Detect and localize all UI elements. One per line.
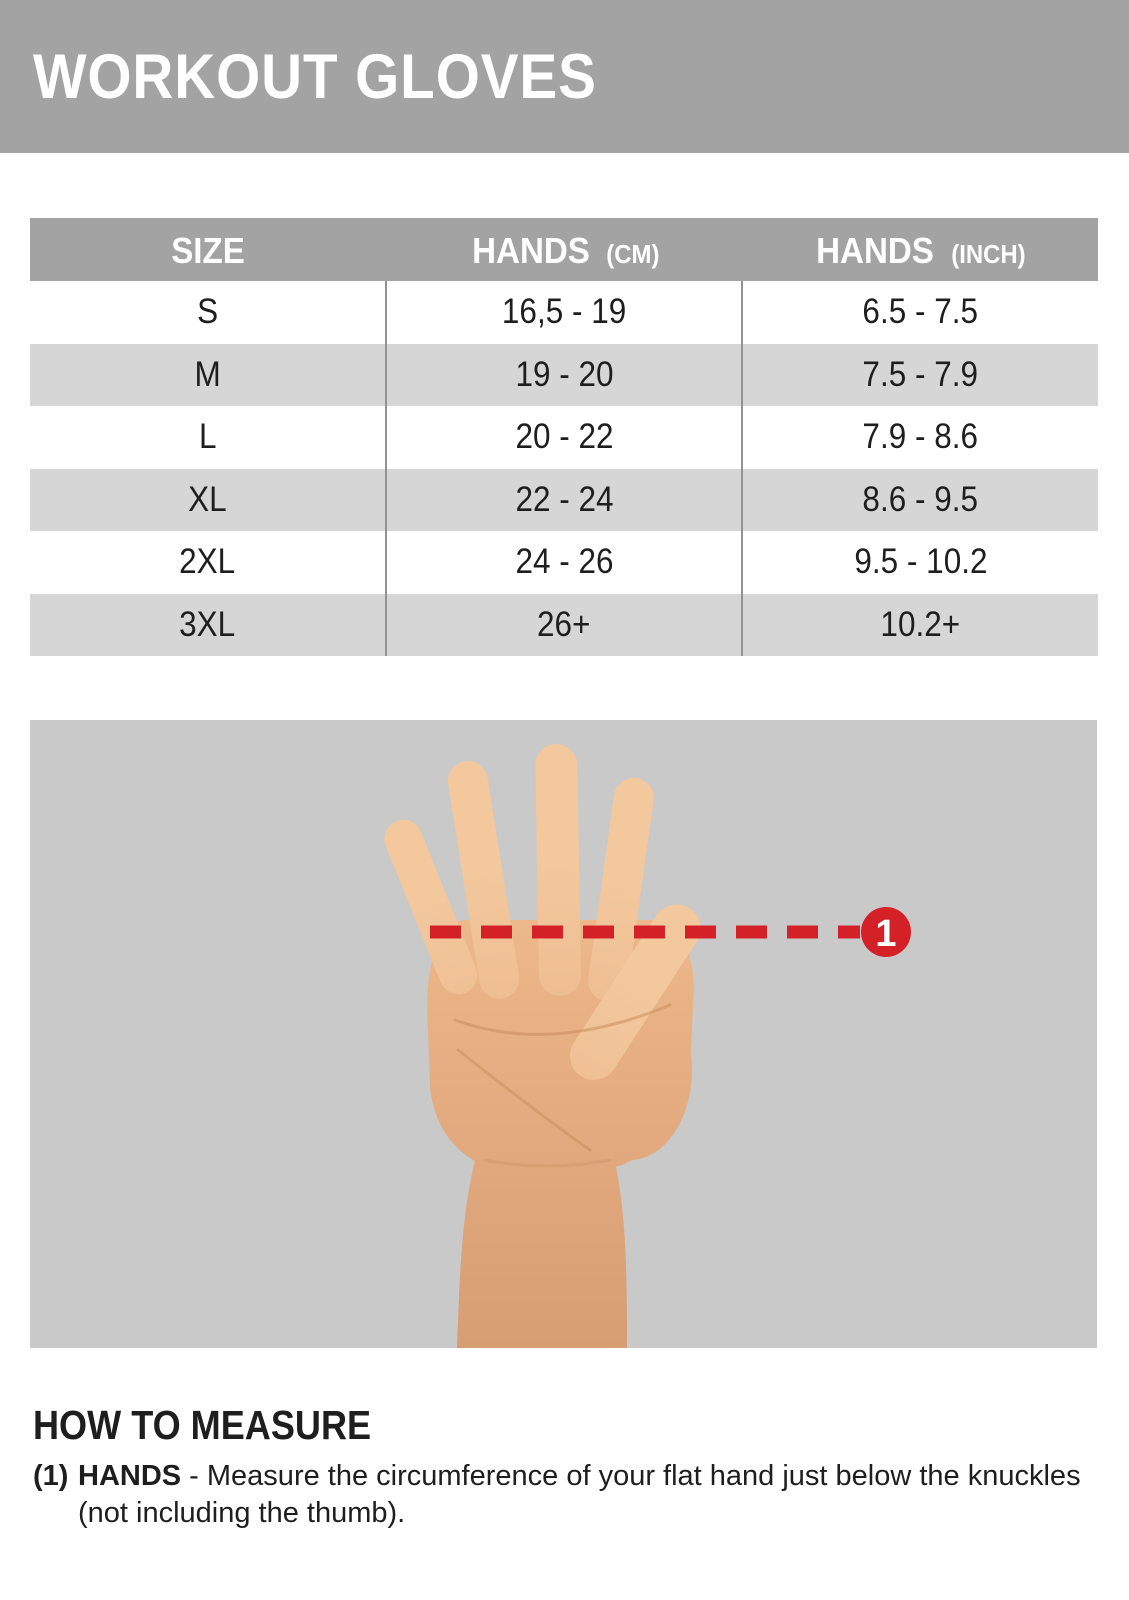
table-row: S 16,5 - 19 6.5 - 7.5 bbox=[30, 281, 1098, 344]
instruction-term: HANDS bbox=[78, 1460, 182, 1492]
cell-inch: 9.5 - 10.2 bbox=[741, 531, 1098, 594]
cell-cm: 19 - 20 bbox=[384, 343, 742, 406]
header-banner: WORKOUT GLOVES bbox=[0, 0, 1129, 153]
open-hand-shape bbox=[384, 744, 701, 1348]
cell-size: 2XL bbox=[179, 542, 236, 582]
column-header-label: SIZE bbox=[171, 230, 245, 271]
table-row: M 19 - 20 7.5 - 7.9 bbox=[30, 343, 1098, 406]
cell-size: S bbox=[196, 292, 218, 332]
column-header-hands-cm: HANDS (CM) bbox=[386, 218, 742, 281]
instruction-text: HANDS - Measure the circumference of you… bbox=[78, 1458, 1083, 1532]
cell-cm: 24 - 26 bbox=[384, 531, 742, 594]
table-header-row: SIZE HANDS (CM) HANDS (INCH) bbox=[30, 218, 1098, 281]
how-to-measure-heading: HOW TO MEASURE bbox=[33, 1402, 372, 1448]
measurement-marker-1: 1 bbox=[861, 907, 911, 957]
cell-size: 3XL bbox=[179, 604, 236, 644]
cell-inch: 7.9 - 8.6 bbox=[741, 406, 1098, 469]
cell-cm: 20 - 22 bbox=[384, 406, 742, 469]
cell-size: L bbox=[198, 417, 217, 457]
instruction-number: (1) bbox=[33, 1460, 69, 1492]
cell-inch: 8.6 - 9.5 bbox=[741, 468, 1098, 531]
instruction-description: - Measure the circumference of your flat… bbox=[78, 1460, 1081, 1530]
cell-cm: 22 - 24 bbox=[384, 468, 742, 531]
palm-crease-lines bbox=[453, 1003, 672, 1168]
cell-inch: 10.2+ bbox=[741, 593, 1098, 656]
how-to-measure-section: HOW TO MEASURE (1) HANDS - Measure the c… bbox=[33, 1402, 1088, 1532]
table-row: 2XL 24 - 26 9.5 - 10.2 bbox=[30, 531, 1098, 594]
column-header-size: SIZE bbox=[30, 218, 386, 281]
marker-circle bbox=[861, 907, 911, 957]
cell-size: XL bbox=[188, 479, 227, 519]
cell-size: M bbox=[194, 354, 221, 394]
cell-inch: 7.5 - 7.9 bbox=[741, 343, 1098, 406]
column-header-unit: (INCH) bbox=[951, 239, 1026, 269]
cell-inch: 6.5 - 7.5 bbox=[741, 281, 1098, 344]
table-body: S 16,5 - 19 6.5 - 7.5 M 19 - 20 7.5 - 7.… bbox=[30, 281, 1098, 656]
column-header-hands-inch: HANDS (INCH) bbox=[742, 218, 1098, 281]
column-header-label: HANDS bbox=[471, 230, 590, 271]
column-header-unit: (CM) bbox=[605, 239, 660, 269]
cell-cm: 16,5 - 19 bbox=[384, 281, 742, 344]
measurement-diagram: 1 bbox=[30, 720, 1097, 1348]
table-row: L 20 - 22 7.9 - 8.6 bbox=[30, 406, 1098, 469]
page-title: WORKOUT GLOVES bbox=[33, 41, 597, 112]
table-row: 3XL 26+ 10.2+ bbox=[30, 593, 1098, 656]
measure-instruction-item: (1) HANDS - Measure the circumference of… bbox=[33, 1458, 1088, 1532]
hand-illustration: 1 bbox=[384, 744, 911, 1348]
table-row: XL 22 - 24 8.6 - 9.5 bbox=[30, 468, 1098, 531]
size-chart-table: SIZE HANDS (CM) HANDS (INCH) S 16,5 - 19… bbox=[30, 218, 1098, 656]
marker-number: 1 bbox=[875, 913, 896, 955]
column-header-label: HANDS bbox=[816, 230, 934, 271]
cell-cm: 26+ bbox=[384, 593, 742, 656]
